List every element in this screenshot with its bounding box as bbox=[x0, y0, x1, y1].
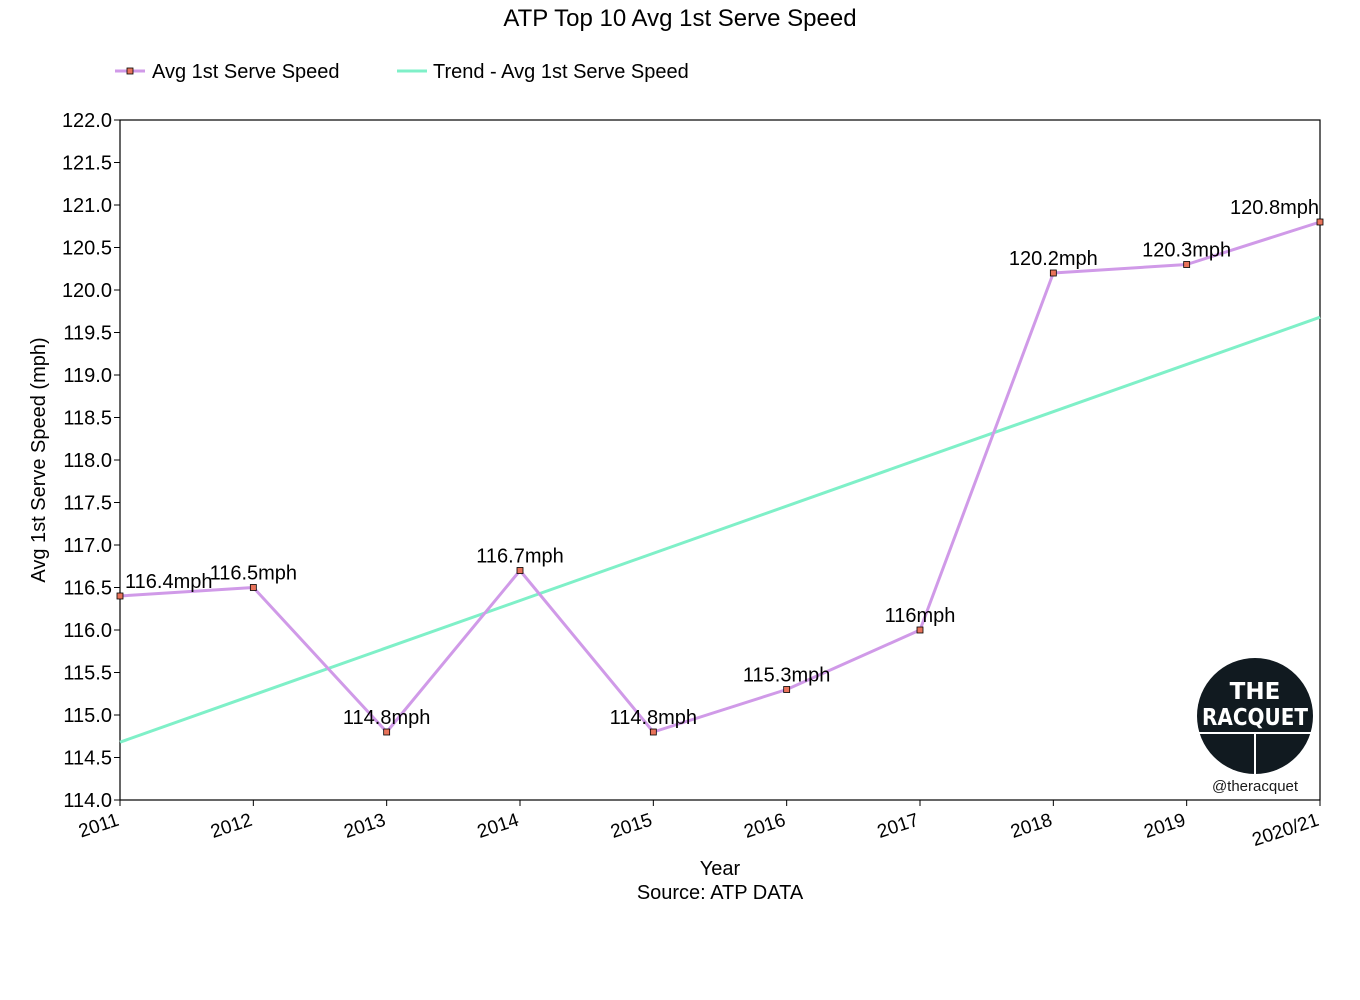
y-tick-label: 115.0 bbox=[63, 705, 112, 727]
logo-line2: RACQUET bbox=[1202, 705, 1308, 731]
legend-marker-series bbox=[126, 67, 134, 75]
data-label: 114.8mph bbox=[343, 707, 430, 729]
y-tick-label: 122.0 bbox=[62, 110, 112, 132]
y-axis: 114.0 114.5 115.0 115.5 116.0 116.5 117.0 117.5… bbox=[62, 110, 120, 812]
y-axis-title: Avg 1st Serve Speed (mph) bbox=[28, 337, 50, 582]
data-label: 116.7mph bbox=[476, 546, 563, 568]
y-tick-label: 120.5 bbox=[62, 238, 112, 260]
x-tick-label: 2016 bbox=[742, 810, 789, 843]
y-tick-label: 120.0 bbox=[62, 280, 112, 302]
data-point bbox=[1183, 261, 1191, 268]
logo-handle: @theracquet bbox=[1212, 778, 1299, 795]
trend-line-layer bbox=[119, 315, 1321, 744]
data-point bbox=[916, 626, 924, 634]
x-axis: 2011 2012 2013 2014 2015 2016 2017 2018 2019 2020… bbox=[76, 800, 1322, 851]
data-label: 116mph bbox=[885, 605, 956, 627]
y-tick-label: 121.0 bbox=[62, 195, 112, 217]
legend: Avg 1st Serve Speed Trend - Avg 1st Serv… bbox=[115, 61, 689, 83]
data-point bbox=[116, 592, 124, 600]
data-label: 115.3mph bbox=[743, 665, 830, 687]
y-tick-label: 114.0 bbox=[63, 790, 112, 812]
y-tick-label: 116.0 bbox=[63, 620, 112, 642]
y-tick-label: 119.0 bbox=[63, 365, 112, 387]
data-point bbox=[383, 728, 391, 736]
data-point bbox=[783, 686, 791, 693]
x-tick-label: 2019 bbox=[1142, 810, 1189, 843]
data-point bbox=[1049, 269, 1057, 277]
legend-label-trend: Trend - Avg 1st Serve Speed bbox=[433, 61, 689, 83]
data-label: 120.3mph bbox=[1142, 240, 1231, 262]
data-label: 120.2mph bbox=[1009, 248, 1098, 270]
data-point bbox=[649, 728, 657, 736]
x-tick-label: 2011 bbox=[76, 810, 121, 843]
logo-line1: THE bbox=[1230, 679, 1281, 705]
series-line-layer bbox=[116, 218, 1324, 736]
x-tick-label: 2017 bbox=[875, 810, 922, 843]
data-label: 116.5mph bbox=[210, 563, 297, 585]
x-tick-label: 2014 bbox=[475, 810, 522, 843]
y-tick-label: 114.5 bbox=[63, 748, 112, 770]
series-line bbox=[119, 220, 1321, 734]
data-point bbox=[516, 567, 524, 574]
y-tick-label: 116.5 bbox=[63, 578, 112, 600]
y-tick-label: 118.5 bbox=[63, 408, 112, 430]
x-axis-title: Year bbox=[700, 858, 741, 880]
data-point bbox=[1316, 218, 1324, 226]
y-tick-label: 117.5 bbox=[63, 493, 112, 515]
chart-title: ATP Top 10 Avg 1st Serve Speed bbox=[503, 5, 856, 32]
legend-label-series: Avg 1st Serve Speed bbox=[152, 61, 340, 83]
y-tick-label: 118.0 bbox=[63, 450, 112, 472]
y-tick-label: 117.0 bbox=[63, 535, 112, 557]
logo-circle bbox=[1197, 658, 1313, 774]
data-label: 120.8mph bbox=[1230, 197, 1319, 219]
x-tick-label: 2013 bbox=[342, 810, 389, 843]
x-tick-label: 2015 bbox=[608, 810, 655, 843]
the-racquet-logo: THE RACQUET @theracquet bbox=[1197, 658, 1313, 795]
y-tick-label: 115.5 bbox=[63, 663, 112, 685]
source-note: Source: ATP DATA bbox=[637, 882, 804, 904]
x-tick-label: 2012 bbox=[208, 810, 255, 843]
x-tick-label: 2018 bbox=[1008, 810, 1055, 843]
trend-line bbox=[119, 315, 1321, 744]
plot-area bbox=[119, 119, 1321, 801]
data-label: 116.4mph bbox=[125, 571, 212, 593]
data-label: 114.8mph bbox=[610, 707, 697, 729]
y-tick-label: 119.5 bbox=[63, 323, 112, 345]
y-tick-label: 121.5 bbox=[62, 153, 112, 175]
data-point bbox=[249, 584, 257, 591]
x-tick-label: 2020/21 bbox=[1250, 810, 1322, 851]
